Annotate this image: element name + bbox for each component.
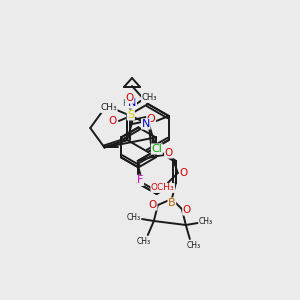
Text: O: O [109,116,117,126]
Text: O: O [165,148,173,158]
Text: S: S [127,110,134,120]
Text: CH₃: CH₃ [100,103,117,112]
Text: F: F [137,176,144,185]
Text: CH₃: CH₃ [199,218,213,226]
Text: N: N [128,98,136,108]
Text: CH₃: CH₃ [127,214,141,223]
Text: O: O [149,200,157,210]
Text: O: O [126,93,134,103]
Text: O: O [180,168,188,178]
Text: H: H [122,98,129,107]
Text: OCH₃: OCH₃ [151,184,175,193]
Text: O: O [183,205,191,215]
Text: CH₃: CH₃ [187,241,201,250]
Text: N: N [142,119,150,129]
Text: CH₃: CH₃ [137,236,151,245]
Text: O: O [147,114,156,124]
Text: Cl: Cl [152,144,162,154]
Text: B: B [168,198,176,208]
Text: CH₃: CH₃ [142,94,157,103]
